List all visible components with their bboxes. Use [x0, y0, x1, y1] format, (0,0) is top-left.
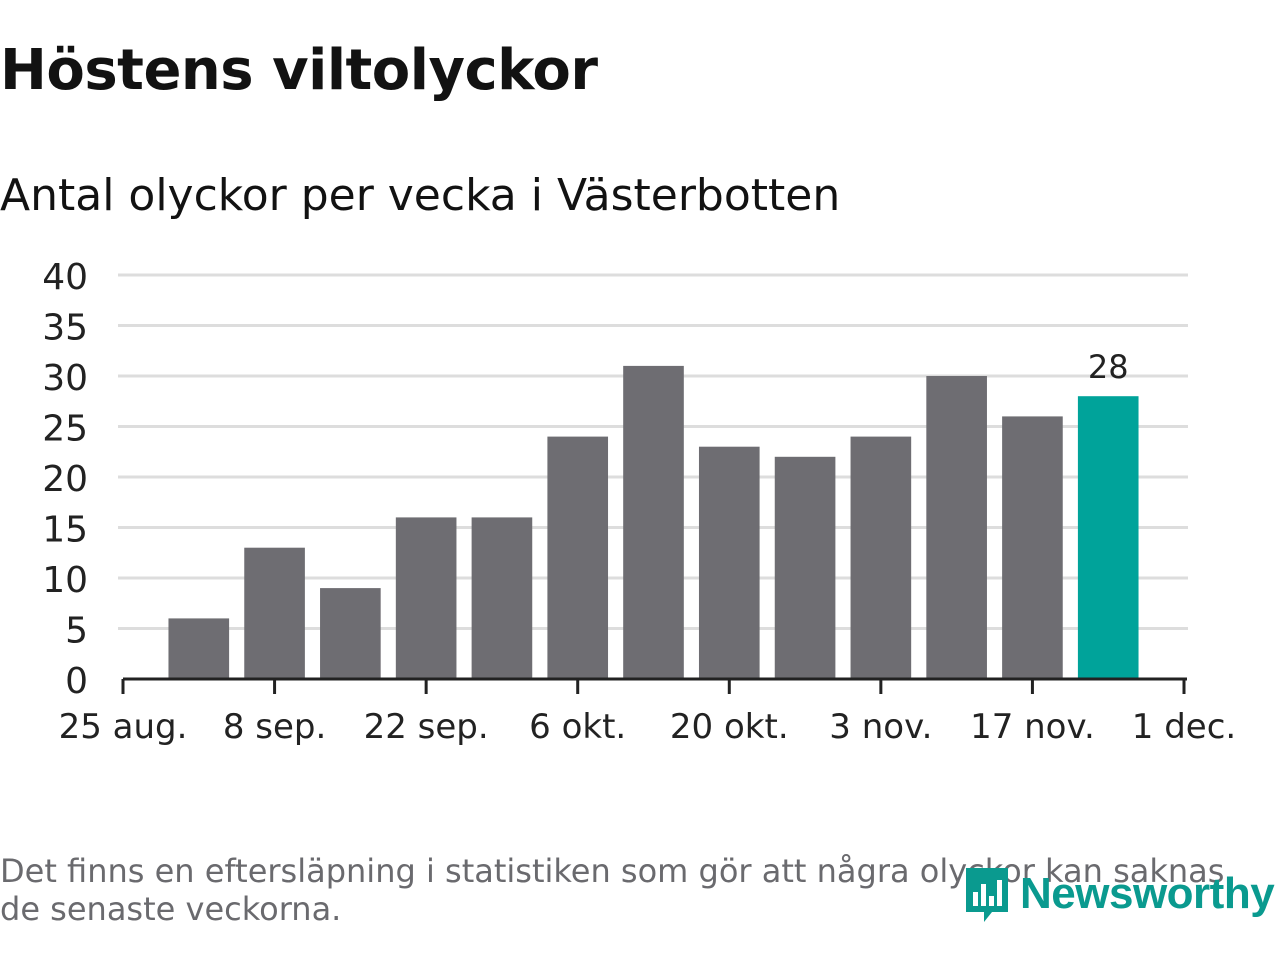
- y-tick-label: 5: [65, 611, 88, 652]
- brand-name: Newsworthy: [1020, 869, 1275, 918]
- x-tick-label: 25 aug.: [59, 707, 188, 747]
- chart-title: Höstens viltolyckor: [0, 38, 598, 103]
- y-tick-label: 10: [42, 560, 88, 601]
- x-tick-label: 3 nov.: [829, 707, 932, 747]
- bar: [547, 436, 609, 679]
- chart-subtitle: Antal olyckor per vecka i Västerbotten: [0, 170, 841, 221]
- x-tick-label: 6 okt.: [529, 707, 626, 747]
- x-tick-label: 22 sep.: [364, 707, 489, 747]
- bar-highlighted: [1077, 396, 1139, 679]
- bar: [168, 618, 230, 679]
- bar: [395, 517, 457, 679]
- y-tick-label: 40: [42, 257, 88, 298]
- bar: [774, 456, 836, 679]
- bar: [698, 446, 760, 679]
- bar-value-label: 28: [1088, 348, 1129, 386]
- x-axis-labels: 25 aug. 8 sep. 22 sep. 6 okt. 20 okt. 3 nov. 1…: [59, 707, 1237, 747]
- brand-logo: Newsworthy: [962, 862, 1275, 926]
- bar: [244, 547, 305, 679]
- x-axis: [121, 677, 1187, 694]
- footnote: Det finns en eftersläpning i statistiken…: [0, 852, 1225, 928]
- bar: [1002, 416, 1063, 679]
- y-axis-labels: 0 5 10 15 20 25 30 35 40: [42, 257, 88, 702]
- bar: [926, 376, 987, 679]
- newsworthy-logo-icon: [966, 868, 1008, 922]
- y-tick-label: 25: [42, 409, 88, 450]
- y-tick-label: 15: [42, 510, 88, 551]
- bar: [850, 436, 912, 679]
- bar-chart: 0 5 10 15 20 25 30 35 40 25 aug. 8 sep. 22 sep. 6 o…: [42, 257, 1237, 747]
- bars: [168, 365, 1139, 679]
- x-tick-label: 1 dec.: [1132, 707, 1236, 747]
- y-tick-label: 0: [65, 661, 88, 702]
- bar: [623, 365, 684, 679]
- bar: [471, 517, 533, 679]
- y-tick-label: 30: [42, 358, 88, 399]
- y-tick-label: 20: [42, 459, 88, 500]
- x-tick-label: 20 okt.: [670, 707, 789, 747]
- x-tick-label: 8 sep.: [223, 707, 326, 747]
- y-tick-label: 35: [42, 308, 88, 349]
- bar: [320, 588, 381, 679]
- x-tick-label: 17 nov.: [970, 707, 1095, 747]
- data-labels: 28: [1088, 348, 1129, 386]
